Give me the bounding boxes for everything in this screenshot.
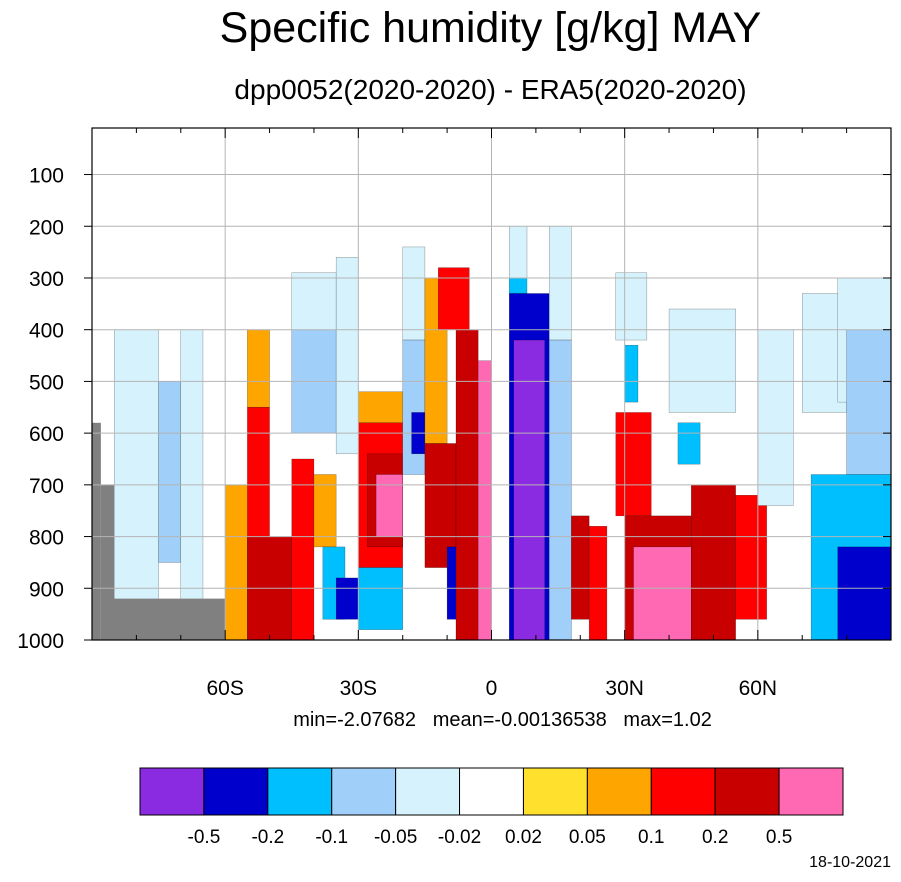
x-tick-label: 30N	[605, 677, 644, 700]
colorbar-label: -0.5	[188, 827, 221, 848]
colorbar-box	[331, 767, 397, 816]
field-cell	[180, 329, 204, 615]
colorbar-box	[778, 767, 844, 816]
y-tick-label: 600	[29, 423, 64, 446]
colorbar-box	[395, 767, 461, 816]
colorbar-box	[139, 767, 205, 816]
missing-region	[92, 422, 101, 640]
field-cell	[633, 546, 692, 641]
chart-subtitle: dpp0052(2020-2020) - ERA5(2020-2020)	[234, 74, 747, 105]
x-tick-label: 0	[486, 677, 498, 700]
colorbar-label: 0.1	[638, 827, 664, 848]
field-cell	[247, 329, 270, 408]
colorbar-box	[203, 767, 269, 816]
chart-title: Specific humidity [g/kg] MAY	[219, 4, 762, 52]
colorbar-box	[650, 767, 716, 816]
x-tick-label: 60S	[206, 677, 243, 700]
y-tick-label: 700	[29, 475, 64, 498]
colorbar-box	[267, 767, 333, 816]
field-cell	[402, 246, 426, 341]
colorbar-label: 0.2	[702, 827, 728, 848]
field-cell	[313, 474, 337, 548]
field-cell	[375, 474, 403, 537]
field-cell	[677, 422, 701, 465]
field-cell	[509, 277, 528, 294]
date-stamp: 18-10-2021	[809, 854, 891, 871]
field-cell	[291, 272, 337, 330]
field-cell	[549, 339, 572, 641]
field-cell	[846, 329, 892, 475]
colorbar-box	[586, 767, 652, 816]
field-cell	[358, 391, 403, 423]
field-cell	[477, 360, 492, 641]
y-tick-label: 100	[29, 165, 64, 188]
field-cell	[757, 329, 794, 506]
field-cell	[358, 567, 403, 630]
colorbar-label: 0.5	[766, 827, 792, 848]
colorbar-label: 0.05	[569, 827, 606, 848]
field-cell	[615, 412, 652, 517]
colorbar-label: 0.02	[505, 827, 542, 848]
field-cell	[691, 484, 736, 641]
field-cell	[335, 257, 359, 455]
colorbar-label: -0.02	[438, 827, 481, 848]
field-cell	[615, 272, 648, 341]
field-cell	[624, 345, 639, 403]
field-cell	[735, 494, 767, 620]
field-cell	[668, 308, 736, 413]
colorbar-label: -0.2	[251, 827, 284, 848]
y-tick-label: 800	[29, 527, 64, 550]
colorbar-box	[459, 767, 524, 816]
field-cell	[509, 226, 528, 279]
colorbar-label: -0.05	[374, 827, 417, 848]
field-cell	[571, 515, 590, 620]
field-cell	[588, 526, 608, 641]
y-tick-label: 300	[29, 268, 64, 291]
field-cell	[224, 484, 248, 641]
missing-region	[100, 484, 115, 640]
field-cell	[402, 339, 426, 475]
field-cell	[335, 577, 359, 620]
y-tick-label: 500	[29, 371, 64, 394]
field-cell	[549, 226, 572, 341]
y-tick-label: 400	[29, 320, 64, 343]
field-cell	[158, 381, 181, 563]
x-tick-label: 30S	[340, 677, 377, 700]
x-tick-label: 60N	[739, 677, 778, 700]
field-cell	[513, 339, 545, 641]
field-cell	[291, 458, 315, 641]
field-cell	[438, 267, 470, 330]
y-tick-label: 1000	[17, 630, 64, 653]
field-cell	[837, 546, 892, 641]
colorbar-box	[522, 767, 588, 816]
missing-region	[114, 598, 226, 640]
stats-line: min=-2.07682 mean=-0.00136538 max=1.02	[293, 709, 712, 731]
y-tick-label: 900	[29, 578, 64, 601]
y-tick-label: 200	[29, 216, 64, 239]
colorbar-box	[714, 767, 780, 816]
colorbar-label: -0.1	[315, 827, 348, 848]
